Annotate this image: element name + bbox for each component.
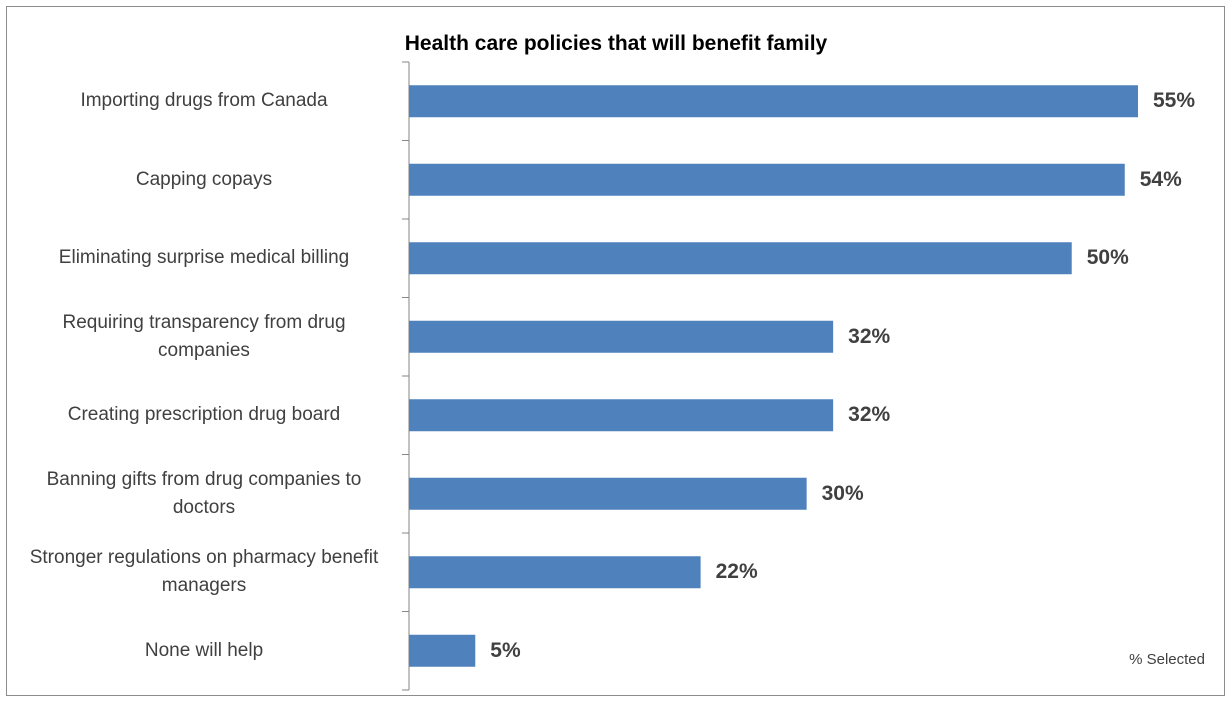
axis-note: % Selected (1129, 651, 1205, 668)
chart-title: Health care policies that will benefit f… (404, 32, 828, 55)
data-label: 32% (848, 324, 891, 348)
data-label: 22% (715, 560, 758, 584)
data-label: 30% (821, 481, 864, 505)
category-label: Banning gifts from drug companies to doc… (46, 468, 362, 518)
category-label: Capping copays (135, 168, 273, 190)
bar (409, 477, 807, 510)
bar (409, 320, 834, 353)
bar (409, 399, 834, 432)
category-label: Stronger regulations on pharmacy benefit… (29, 547, 379, 597)
category-label: Creating prescription drug board (67, 404, 341, 426)
bar (409, 242, 1072, 275)
category-label: None will help (144, 639, 264, 661)
bar (409, 85, 1138, 118)
data-label: 50% (1086, 246, 1129, 270)
data-label: 55% (1153, 89, 1196, 113)
data-label: 5% (490, 638, 521, 662)
bar (409, 163, 1125, 196)
category-label: Requiring transparency from drug compani… (62, 311, 346, 361)
bar (409, 634, 476, 667)
data-label: 32% (848, 403, 891, 427)
category-label: Eliminating surprise medical billing (58, 247, 350, 269)
category-label: Importing drugs from Canada (80, 90, 328, 112)
data-label: 54% (1139, 167, 1182, 191)
bar (409, 556, 701, 589)
